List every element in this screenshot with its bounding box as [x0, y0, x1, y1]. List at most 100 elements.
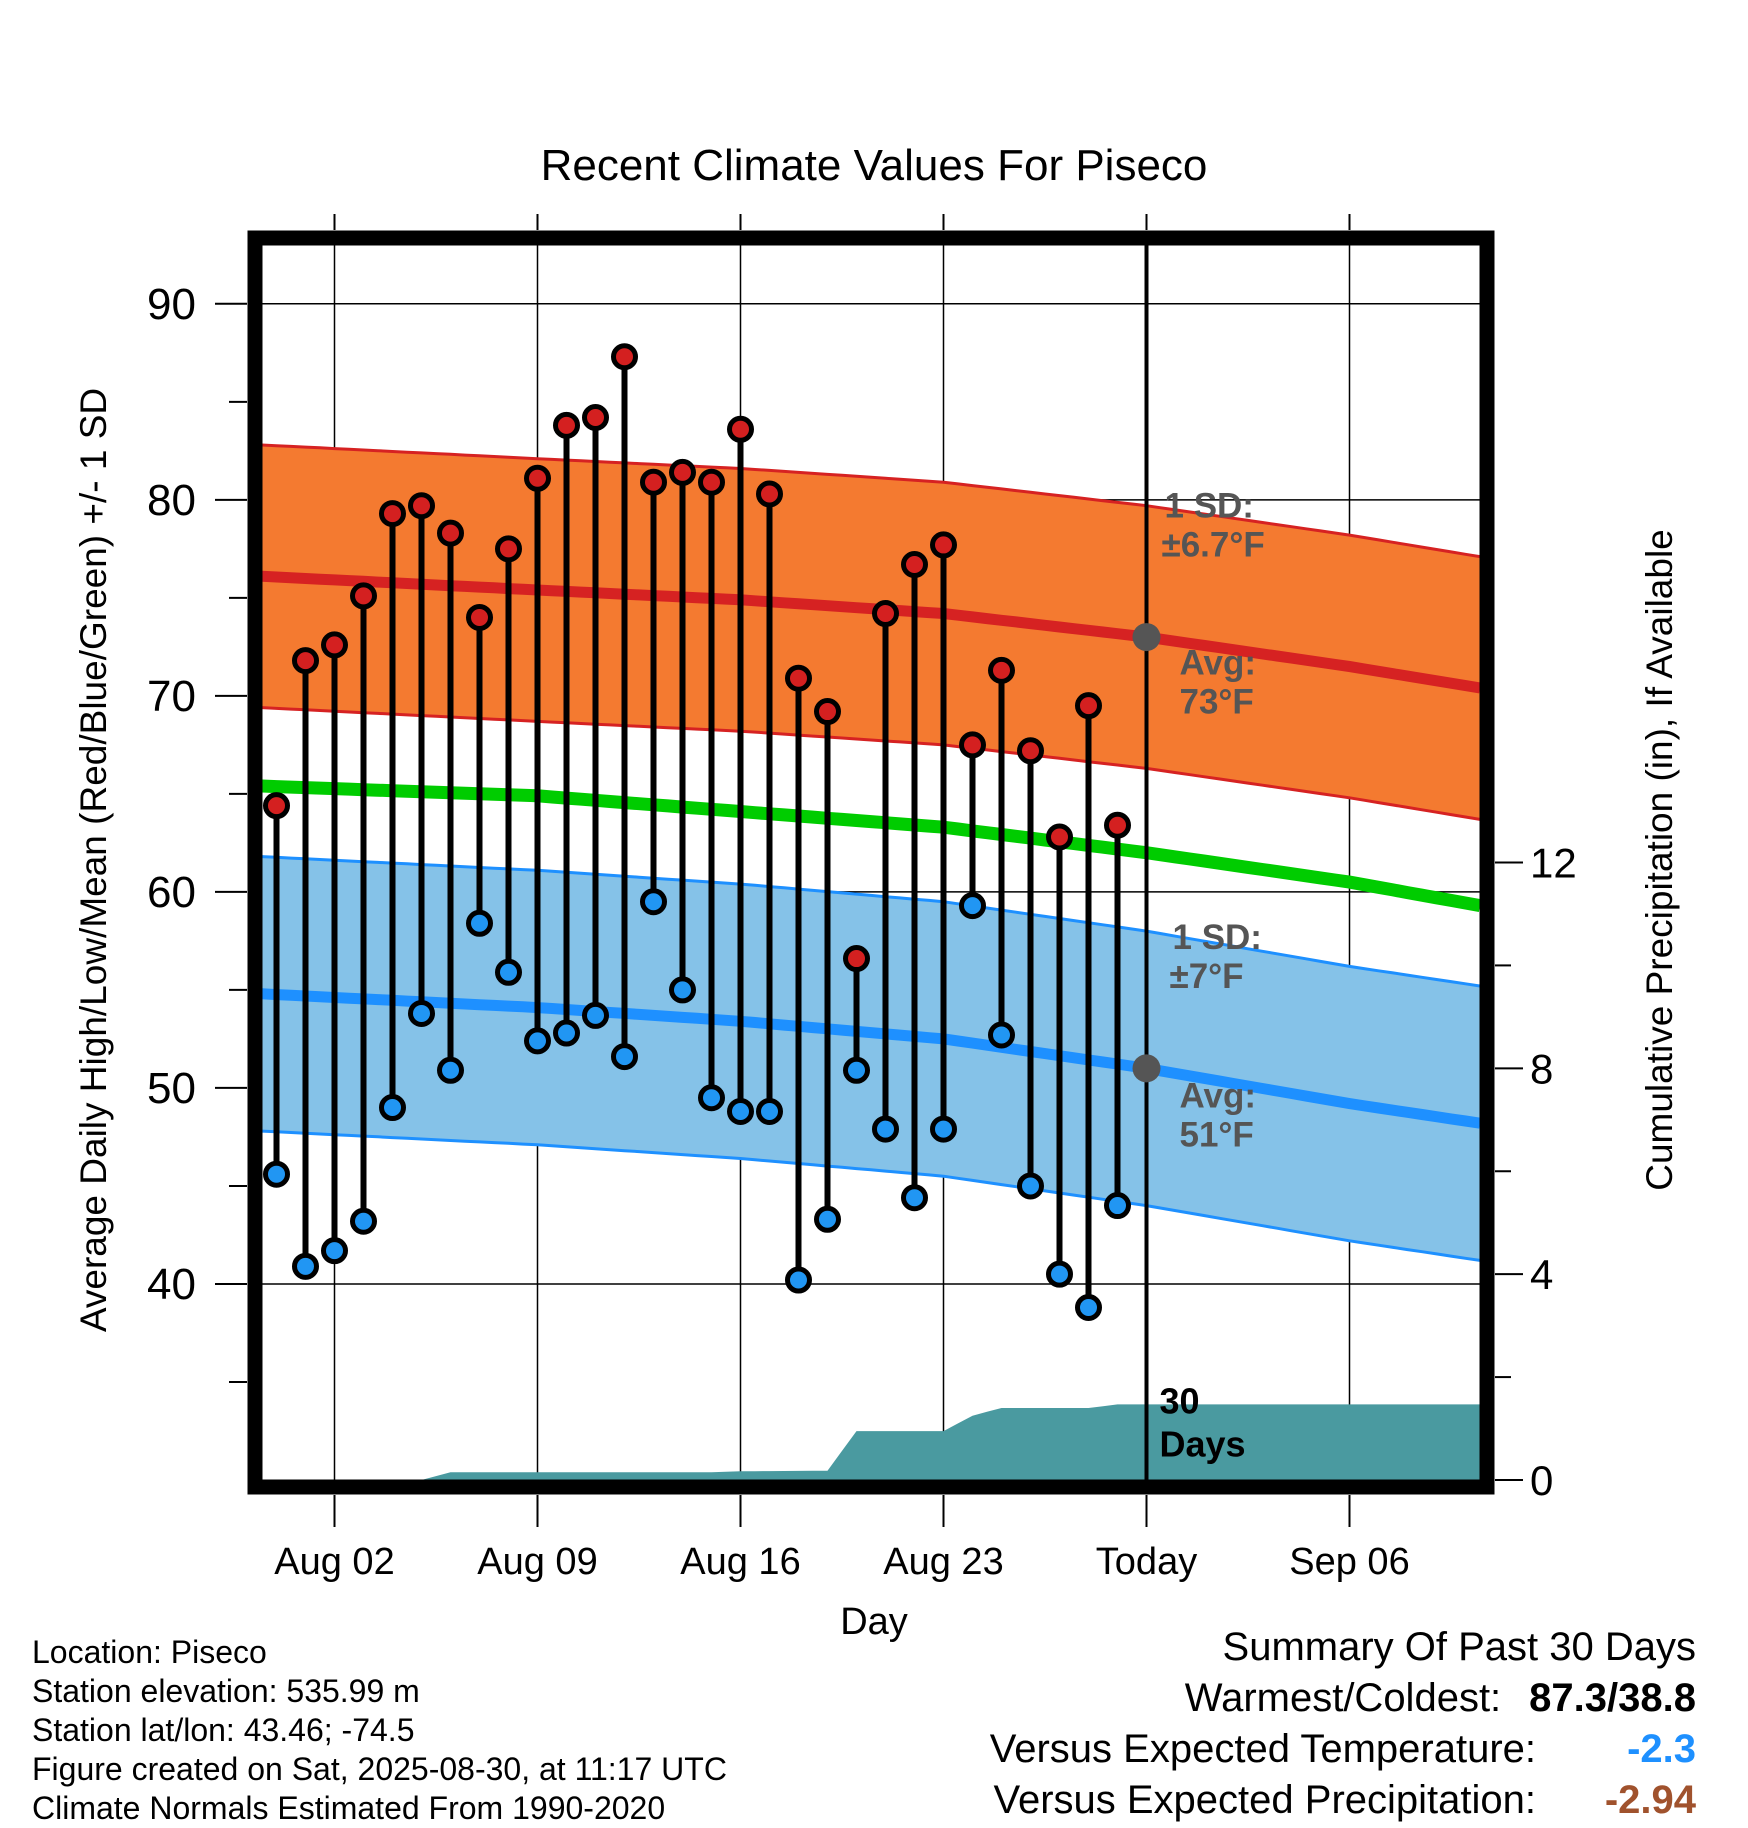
observed-high-marker [727, 415, 754, 443]
observed-low-marker [524, 1027, 551, 1055]
location-text: Location: Piseco [32, 1634, 267, 1670]
precip-label: Versus Expected Precipitation: [993, 1778, 1536, 1822]
low-sd-upper-line [262, 855, 1480, 988]
observed-low-marker [1046, 1260, 1073, 1288]
high-avg-label: Avg: [1180, 643, 1256, 682]
observed-high-marker [495, 535, 522, 563]
observed-low-marker [843, 1056, 870, 1084]
x-axis-label: Day [840, 1601, 908, 1643]
normal-high-line [262, 570, 1480, 694]
warm-cold-value: 87.3/38.8 [1529, 1676, 1696, 1720]
window-days-label: Days [1160, 1423, 1246, 1464]
observed-high-marker [1046, 823, 1073, 851]
observed-high-marker [263, 792, 290, 820]
observed-low-marker [814, 1205, 841, 1233]
observed-high-marker [1075, 692, 1102, 720]
y-axis-label-left: Average Daily High/Low/Mean (Red/Blue/Gr… [73, 388, 114, 1332]
x-tick-label: Today [1096, 1541, 1197, 1583]
high-sd-band [262, 445, 1480, 820]
high-sd-lower-line [262, 706, 1480, 821]
observed-low-marker [727, 1097, 754, 1125]
observed-high-marker [611, 343, 638, 371]
observed-low-marker [466, 909, 493, 937]
plot-frame [247, 230, 1495, 1495]
observed-low-marker [640, 888, 667, 916]
observed-high-marker [292, 647, 319, 675]
x-tick-label: Aug 02 [274, 1541, 394, 1583]
y-right-tick-label: 0 [1530, 1457, 1553, 1504]
chart-title: Recent Climate Values For Piseco [541, 141, 1208, 190]
observed-high-marker [698, 468, 725, 496]
observed-high-marker [756, 480, 783, 508]
observed-high-marker [321, 631, 348, 659]
summary-precip: Versus Expected Precipitation: -2.94 [876, 1775, 1696, 1826]
observed-low-marker [1075, 1293, 1102, 1321]
observed-low-marker [756, 1097, 783, 1125]
observed-high-marker [930, 531, 957, 559]
observed-high-marker [1017, 737, 1044, 765]
observed-low-marker [930, 1115, 957, 1143]
summary-warm-cold: Warmest/Coldest: 87.3/38.8 [876, 1673, 1696, 1724]
precip-area [262, 1404, 1480, 1480]
observed-low-marker [292, 1252, 319, 1280]
observed-low-marker [698, 1084, 725, 1112]
observed-high-marker [959, 731, 986, 759]
y-left-tick-label: 60 [147, 868, 196, 917]
observed-low-marker [611, 1043, 638, 1071]
y-right-tick-label: 8 [1530, 1045, 1553, 1092]
observed-low-marker [1104, 1192, 1131, 1220]
observed-low-marker [379, 1094, 406, 1122]
y-right-tick-label: 4 [1530, 1251, 1553, 1298]
observed-low-marker [959, 892, 986, 920]
observed-low-marker [321, 1237, 348, 1265]
observed-high-marker [843, 945, 870, 973]
observed-low-marker [872, 1115, 899, 1143]
x-tick-label: Sep 06 [1289, 1541, 1409, 1583]
normal-low-line [262, 988, 1480, 1129]
observed-low-marker [437, 1056, 464, 1084]
today-low-avg-dot [1132, 1054, 1161, 1083]
low-avg-label: Avg: [1180, 1077, 1256, 1116]
observed-low-marker [1017, 1172, 1044, 1200]
observed-high-marker [437, 519, 464, 547]
observed-low-marker [350, 1207, 377, 1235]
axes: 40 50 60 70 80 90 0 4 8 12 Aug 02 Aug 09 Aug 16 Aug 2… [147, 214, 1577, 1583]
observed-high-marker [582, 404, 609, 432]
y-left-tick-label: 40 [147, 1260, 196, 1309]
normals-text: Climate Normals Estimated From 1990-2020 [32, 1790, 666, 1826]
observed-low-marker [408, 999, 435, 1027]
y-left-tick-label: 50 [147, 1064, 196, 1113]
observed-high-marker [901, 551, 928, 579]
observed-low-marker [901, 1184, 928, 1212]
observed-low-marker [785, 1266, 812, 1294]
observed-low-marker [553, 1019, 580, 1047]
y-left-tick-label: 70 [147, 672, 196, 721]
observed-high-marker [669, 458, 696, 486]
high-sd-label: 1 SD: [1165, 486, 1254, 525]
observed-high-marker [814, 698, 841, 726]
elevation-text: Station elevation: 535.99 m [32, 1673, 420, 1709]
observed-high-marker [1104, 811, 1131, 839]
observed-low-marker [669, 976, 696, 1004]
today-high-avg-dot [1132, 623, 1161, 652]
created-text: Figure created on Sat, 2025-08-30, at 11… [32, 1751, 727, 1787]
observed-low-marker [495, 958, 522, 986]
observed-low-marker [582, 1001, 609, 1029]
x-tick-label: Aug 16 [680, 1541, 800, 1583]
station-info: Location: Piseco Station elevation: 535.… [32, 1633, 792, 1828]
observed-high-marker [350, 582, 377, 610]
low-sd-label: 1 SD: [1173, 918, 1262, 957]
summary-temp: Versus Expected Temperature: -2.3 [876, 1724, 1696, 1775]
summary-panel: Summary Of Past 30 Days Warmest/Coldest:… [876, 1622, 1696, 1826]
low-avg-value: 51°F [1180, 1116, 1254, 1155]
window-days-number: 30 [1160, 1380, 1200, 1421]
y-axis-label-right: Cumulative Precipitation (in), If Availa… [1639, 529, 1680, 1191]
observed-high-marker [408, 492, 435, 520]
x-tick-label: Aug 23 [883, 1541, 1003, 1583]
observed-high-marker [640, 468, 667, 496]
warm-cold-label: Warmest/Coldest: [1184, 1676, 1502, 1720]
normal-mean-line [262, 779, 1480, 912]
